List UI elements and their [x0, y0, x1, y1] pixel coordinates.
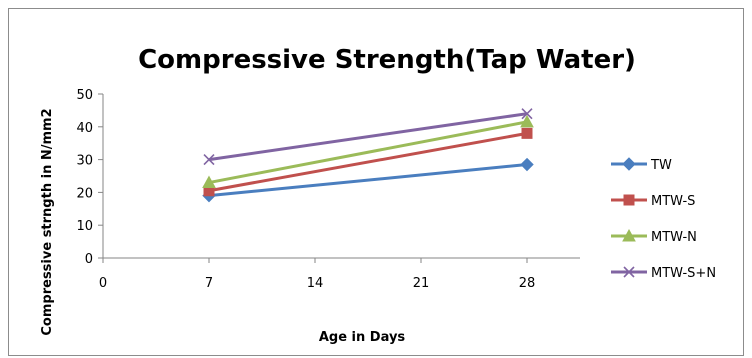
data-point-mtw-n: [202, 175, 216, 189]
y-tick-label: 10: [76, 219, 93, 234]
legend-label: MTW-S: [651, 194, 695, 209]
series-line-mtw-s: [208, 131, 528, 193]
legend-item-mtw-n: MTW-N: [611, 228, 697, 245]
legend: TW MTW-S MTW-N MTW-S+N: [611, 157, 716, 281]
y-axis-ticks: 0 10 20 30 40 50: [76, 88, 103, 267]
x-axis-ticks: 0 7 14 21 28: [99, 258, 535, 291]
legend-marker: [622, 157, 636, 171]
y-tick-label: 0: [85, 252, 93, 267]
legend-label: TW: [650, 158, 672, 173]
x-tick-label: 0: [99, 276, 107, 291]
data-point-mtw-s-n: [203, 154, 215, 166]
legend-item-mtw-s: MTW-S: [611, 194, 695, 209]
y-tick-label: 50: [76, 88, 93, 103]
x-tick-label: 14: [307, 276, 324, 291]
series-line-tw: [208, 163, 528, 198]
data-point-mtw-n: [520, 114, 534, 128]
legend-item-mtw-s-n: MTW-S+N: [611, 266, 716, 281]
chart-frame: [8, 8, 744, 356]
legend-label: MTW-N: [651, 230, 697, 245]
legend-item-tw: TW: [611, 157, 672, 173]
series-line-mtw-s-n: [208, 112, 528, 162]
legend-marker: [623, 194, 635, 206]
legend-marker: [622, 228, 636, 242]
data-point-mtw-s-n: [521, 108, 533, 120]
legend-label: MTW-S+N: [651, 266, 716, 281]
x-axis-label: Age in Days: [319, 330, 406, 345]
data-point-tw: [520, 157, 534, 172]
chart-title: Compressive Strength(Tap Water): [138, 45, 636, 75]
y-tick-label: 40: [76, 121, 93, 136]
legend-marker: [623, 266, 635, 278]
series-line-mtw-n: [208, 120, 528, 185]
data-point-mtw-s: [521, 127, 533, 139]
x-tick-label: 21: [413, 276, 430, 291]
y-tick-label: 30: [76, 154, 93, 169]
series-layer: [202, 108, 534, 203]
x-tick-label: 28: [519, 276, 536, 291]
y-tick-label: 20: [76, 186, 93, 201]
x-tick-label: 7: [205, 276, 213, 291]
y-axis-label: Compressive strngth in N/mm2: [40, 108, 55, 335]
